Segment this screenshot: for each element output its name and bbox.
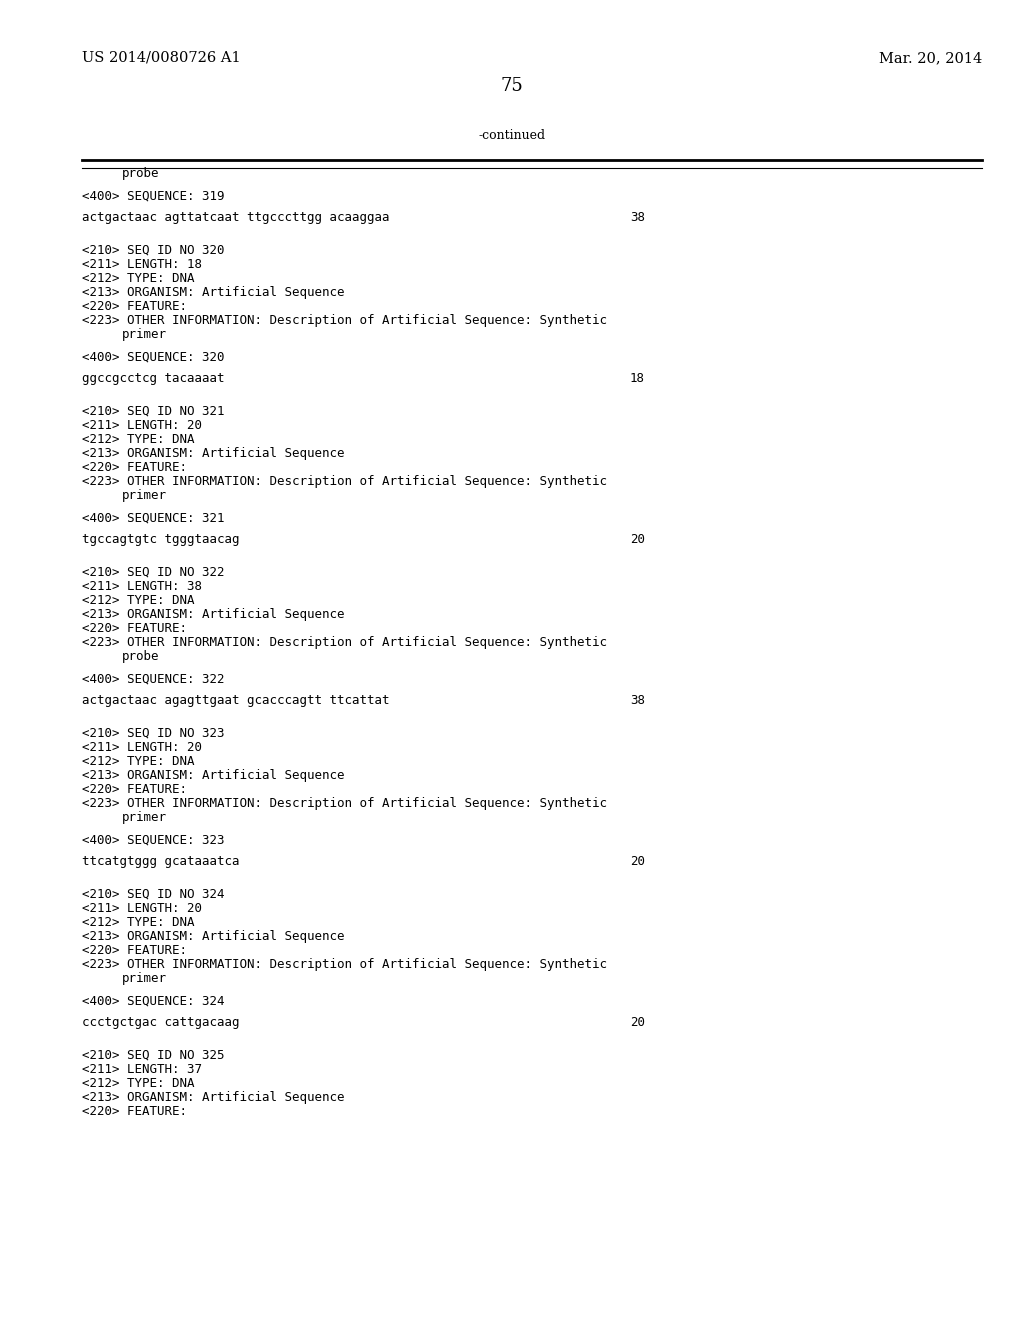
Text: actgactaac agttatcaat ttgcccttgg acaaggaa: actgactaac agttatcaat ttgcccttgg acaagga… — [82, 211, 389, 224]
Text: probe: probe — [122, 168, 160, 180]
Text: <213> ORGANISM: Artificial Sequence: <213> ORGANISM: Artificial Sequence — [82, 931, 344, 942]
Text: 20: 20 — [630, 855, 645, 869]
Text: primer: primer — [122, 810, 167, 824]
Text: <213> ORGANISM: Artificial Sequence: <213> ORGANISM: Artificial Sequence — [82, 1092, 344, 1104]
Text: <210> SEQ ID NO 322: <210> SEQ ID NO 322 — [82, 566, 224, 579]
Text: <220> FEATURE:: <220> FEATURE: — [82, 1105, 187, 1118]
Text: tgccagtgtc tgggtaacag: tgccagtgtc tgggtaacag — [82, 533, 240, 546]
Text: primer: primer — [122, 972, 167, 985]
Text: <212> TYPE: DNA: <212> TYPE: DNA — [82, 916, 195, 929]
Text: <211> LENGTH: 37: <211> LENGTH: 37 — [82, 1063, 202, 1076]
Text: <223> OTHER INFORMATION: Description of Artificial Sequence: Synthetic: <223> OTHER INFORMATION: Description of … — [82, 958, 607, 972]
Text: <220> FEATURE:: <220> FEATURE: — [82, 783, 187, 796]
Text: primer: primer — [122, 488, 167, 502]
Text: <211> LENGTH: 20: <211> LENGTH: 20 — [82, 902, 202, 915]
Text: <211> LENGTH: 18: <211> LENGTH: 18 — [82, 257, 202, 271]
Text: <220> FEATURE:: <220> FEATURE: — [82, 461, 187, 474]
Text: <400> SEQUENCE: 319: <400> SEQUENCE: 319 — [82, 190, 224, 203]
Text: <212> TYPE: DNA: <212> TYPE: DNA — [82, 594, 195, 607]
Text: <220> FEATURE:: <220> FEATURE: — [82, 300, 187, 313]
Text: <220> FEATURE:: <220> FEATURE: — [82, 944, 187, 957]
Text: <400> SEQUENCE: 323: <400> SEQUENCE: 323 — [82, 834, 224, 847]
Text: primer: primer — [122, 327, 167, 341]
Text: 75: 75 — [501, 77, 523, 95]
Text: <210> SEQ ID NO 320: <210> SEQ ID NO 320 — [82, 244, 224, 257]
Text: 18: 18 — [630, 372, 645, 385]
Text: <400> SEQUENCE: 322: <400> SEQUENCE: 322 — [82, 673, 224, 686]
Text: <400> SEQUENCE: 320: <400> SEQUENCE: 320 — [82, 351, 224, 364]
Text: -continued: -continued — [478, 129, 546, 143]
Text: ttcatgtggg gcataaatca: ttcatgtggg gcataaatca — [82, 855, 240, 869]
Text: <211> LENGTH: 20: <211> LENGTH: 20 — [82, 741, 202, 754]
Text: <223> OTHER INFORMATION: Description of Artificial Sequence: Synthetic: <223> OTHER INFORMATION: Description of … — [82, 797, 607, 810]
Text: <211> LENGTH: 20: <211> LENGTH: 20 — [82, 418, 202, 432]
Text: 20: 20 — [630, 1016, 645, 1030]
Text: actgactaac agagttgaat gcacccagtt ttcattat: actgactaac agagttgaat gcacccagtt ttcatta… — [82, 694, 389, 708]
Text: <210> SEQ ID NO 325: <210> SEQ ID NO 325 — [82, 1049, 224, 1063]
Text: 38: 38 — [630, 211, 645, 224]
Text: 20: 20 — [630, 533, 645, 546]
Text: <212> TYPE: DNA: <212> TYPE: DNA — [82, 272, 195, 285]
Text: <213> ORGANISM: Artificial Sequence: <213> ORGANISM: Artificial Sequence — [82, 609, 344, 620]
Text: <223> OTHER INFORMATION: Description of Artificial Sequence: Synthetic: <223> OTHER INFORMATION: Description of … — [82, 314, 607, 327]
Text: <210> SEQ ID NO 323: <210> SEQ ID NO 323 — [82, 727, 224, 741]
Text: ccctgctgac cattgacaag: ccctgctgac cattgacaag — [82, 1016, 240, 1030]
Text: <210> SEQ ID NO 321: <210> SEQ ID NO 321 — [82, 405, 224, 418]
Text: Mar. 20, 2014: Mar. 20, 2014 — [879, 51, 982, 65]
Text: <220> FEATURE:: <220> FEATURE: — [82, 622, 187, 635]
Text: probe: probe — [122, 649, 160, 663]
Text: ggccgcctcg tacaaaat: ggccgcctcg tacaaaat — [82, 372, 224, 385]
Text: 38: 38 — [630, 694, 645, 708]
Text: <210> SEQ ID NO 324: <210> SEQ ID NO 324 — [82, 888, 224, 902]
Text: <212> TYPE: DNA: <212> TYPE: DNA — [82, 433, 195, 446]
Text: <223> OTHER INFORMATION: Description of Artificial Sequence: Synthetic: <223> OTHER INFORMATION: Description of … — [82, 475, 607, 488]
Text: <400> SEQUENCE: 324: <400> SEQUENCE: 324 — [82, 995, 224, 1008]
Text: <211> LENGTH: 38: <211> LENGTH: 38 — [82, 579, 202, 593]
Text: US 2014/0080726 A1: US 2014/0080726 A1 — [82, 51, 241, 65]
Text: <213> ORGANISM: Artificial Sequence: <213> ORGANISM: Artificial Sequence — [82, 286, 344, 300]
Text: <223> OTHER INFORMATION: Description of Artificial Sequence: Synthetic: <223> OTHER INFORMATION: Description of … — [82, 636, 607, 649]
Text: <213> ORGANISM: Artificial Sequence: <213> ORGANISM: Artificial Sequence — [82, 770, 344, 781]
Text: <212> TYPE: DNA: <212> TYPE: DNA — [82, 1077, 195, 1090]
Text: <212> TYPE: DNA: <212> TYPE: DNA — [82, 755, 195, 768]
Text: <213> ORGANISM: Artificial Sequence: <213> ORGANISM: Artificial Sequence — [82, 447, 344, 459]
Text: <400> SEQUENCE: 321: <400> SEQUENCE: 321 — [82, 512, 224, 525]
